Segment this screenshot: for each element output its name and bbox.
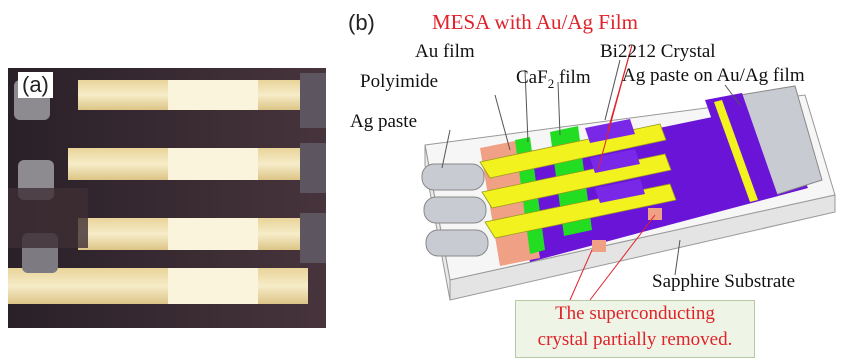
panel-b-label: (b) <box>348 10 375 35</box>
device-schematic <box>421 44 836 301</box>
ag-paste-pad <box>421 163 485 191</box>
ag-paste-on-film-label: Ag paste on Au/Ag film <box>622 65 805 86</box>
sapphire-label: Sapphire Substrate <box>652 271 796 292</box>
micrograph-photo <box>8 68 326 328</box>
panel-a: (a) <box>0 0 330 361</box>
panel-b: (b) MESA with Au/Ag Film Au film Bi2212 … <box>330 0 856 361</box>
mesa-label: MESA with Au/Ag Film <box>432 10 638 34</box>
panel-a-label: (a) <box>18 72 53 98</box>
removed-crystal-note: The superconducting crystal partially re… <box>515 300 755 358</box>
caf2-label: CaF2 film <box>516 67 591 91</box>
polyimide-label: Polyimide <box>360 71 439 92</box>
au-film-strip-right <box>714 100 758 202</box>
micrograph-illustration <box>8 68 326 328</box>
bi2212-label: Bi2212 Crystal <box>600 41 716 62</box>
ag-paste-label: Ag paste <box>350 111 418 132</box>
au-film-label: Au film <box>415 41 475 62</box>
note-line-2: crystal partially removed. <box>537 329 733 350</box>
note-line-1: The superconducting <box>555 303 715 324</box>
